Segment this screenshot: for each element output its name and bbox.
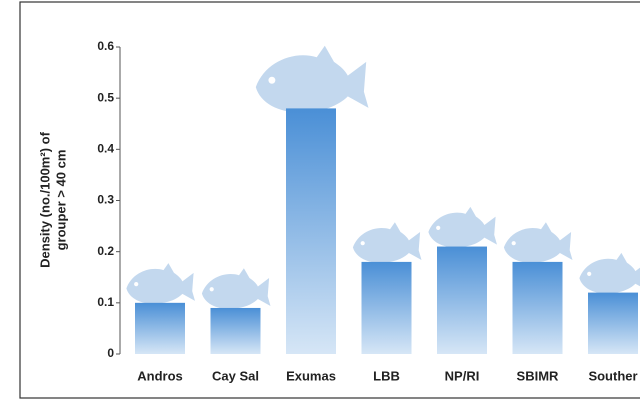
fish-eye [511,241,516,246]
fish-body [503,222,573,263]
fish-icon [503,222,573,263]
fish-eye [587,271,592,276]
fish-body [255,45,369,113]
y-label-line: Density (no./100m²) of [37,131,52,267]
fish-eye [209,287,214,292]
fish-eye [134,282,139,287]
fish-body [428,206,497,248]
x-tick-label: Exumas [286,368,336,383]
x-tick-label: NP/RI [445,368,480,383]
x-tick-label: Souther [588,368,637,383]
fish-icon [352,222,422,263]
bar [588,292,638,354]
fish-eye [268,76,276,84]
fish-eye [436,225,441,230]
y-tick-label: 0.6 [97,39,114,53]
y-tick-label: 0.4 [97,142,114,156]
fish-icon [428,206,497,248]
fish-icon [579,252,640,294]
x-tick-label: Andros [137,368,183,383]
fish-body [352,222,422,263]
y-tick-label: 0.3 [97,193,114,207]
bar [512,261,563,354]
y-tick-label: 0.5 [97,90,114,104]
fish-icon [255,45,369,113]
bar [135,302,185,354]
fish-body [579,252,640,294]
bar [286,108,336,355]
x-tick-label: LBB [373,368,400,383]
x-tick-label: SBIMR [517,368,560,383]
x-tick-label: Cay Sal [212,368,259,383]
fish-icon [126,263,195,304]
fish-icon [201,268,271,309]
y-tick-label: 0 [107,346,114,360]
bar [437,246,487,354]
bar [361,261,412,354]
y-label-line: grouper > 40 cm [53,150,68,251]
fish-eye [360,241,365,246]
y-axis-label: Density (no./100m²) of grouper > 40 cm [37,131,68,267]
fish-body [201,268,271,309]
bar [210,307,261,354]
y-tick-label: 0.2 [97,244,114,258]
frame [19,1,640,399]
fish-body [126,263,195,304]
y-tick-label: 0.1 [97,295,114,309]
